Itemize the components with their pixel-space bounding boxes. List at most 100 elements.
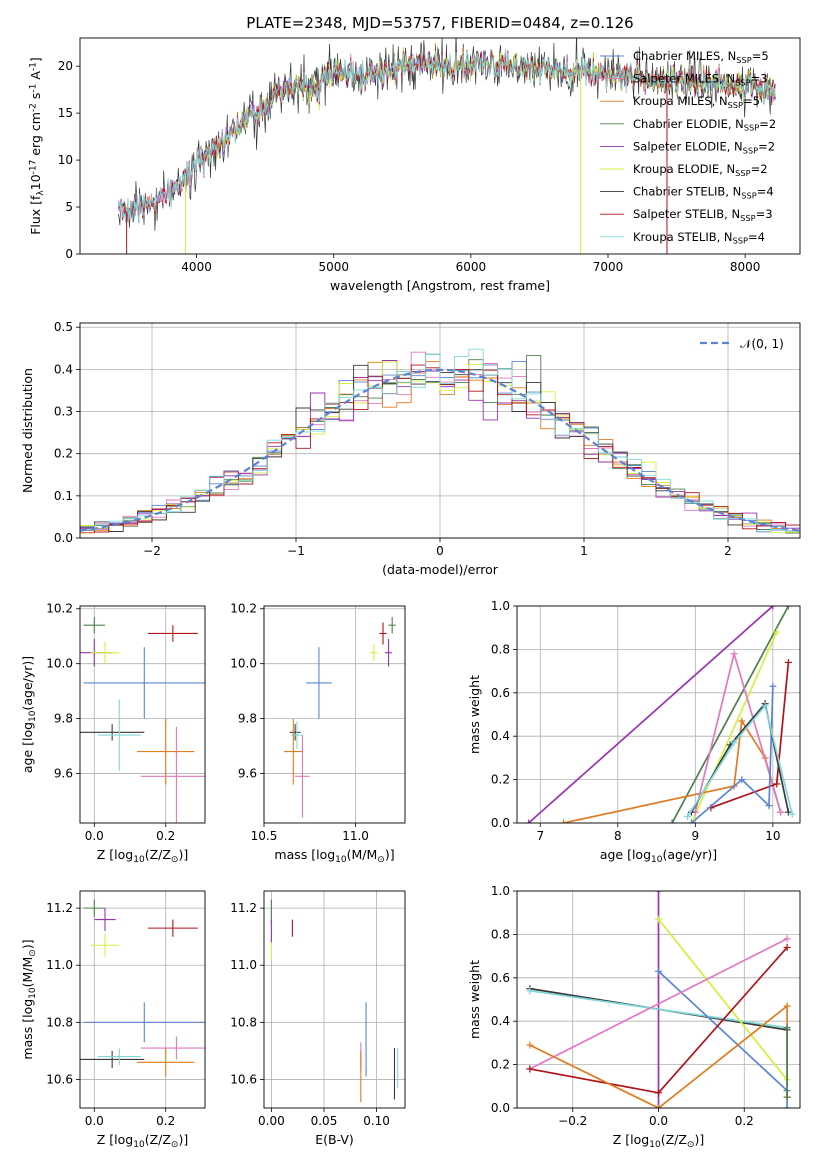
errorbar-point <box>147 625 198 642</box>
y-tick-label: 0.8 <box>491 642 510 656</box>
x-tick-label: 0.10 <box>363 1114 390 1128</box>
y-tick-label: 0 <box>65 247 73 261</box>
weight-line-chabrier_stelib <box>690 701 790 813</box>
x-tick-label: 9 <box>692 829 700 843</box>
x-tick-label: 8000 <box>730 260 761 274</box>
weight-line-salpeter_elodie <box>528 606 774 823</box>
errorbar-point <box>140 726 205 823</box>
residuals-plot-area <box>80 348 800 534</box>
y-tick-label: 9.6 <box>238 767 257 781</box>
y-tick-label: 0.8 <box>491 927 510 941</box>
x-tick-label: 0.05 <box>311 1114 338 1128</box>
legend-label: Kroupa STELIB, NSSP=4 <box>633 230 765 246</box>
weight-marker <box>525 819 533 823</box>
weight-line-kroupa_stelib <box>529 989 788 1029</box>
y-tick-label: 0.0 <box>491 1101 510 1115</box>
y-tick-label: 0.0 <box>491 816 510 830</box>
y-tick-label: 10.8 <box>46 1015 73 1029</box>
weight-line-chabrier_elodie <box>671 606 790 823</box>
y-tick-label: 10.0 <box>46 657 73 671</box>
errorbar-point <box>370 644 378 661</box>
x-tick-label: 8 <box>614 829 622 843</box>
weight-marker <box>769 606 777 610</box>
age_vs_mass-plot-area <box>284 616 396 818</box>
weight_vs_age-ylabel: mass weight <box>467 675 482 754</box>
y-tick-label: 15 <box>58 106 73 120</box>
x-tick-label: 0.00 <box>258 1114 285 1128</box>
x-tick-label: 0.0 <box>85 829 104 843</box>
age_vs_Z-xlabel: Z [log10(Z/Z⊙)] <box>97 847 188 865</box>
errorbar-point <box>83 1002 205 1043</box>
x-tick-label: 5000 <box>318 260 349 274</box>
weight-marker <box>684 812 692 820</box>
legend-label: Chabrier STELIB, NSSP=4 <box>633 185 774 201</box>
y-tick-label: 9.8 <box>54 712 73 726</box>
errorbar-point <box>137 1048 195 1077</box>
y-tick-label: 9.6 <box>54 767 73 781</box>
mass_vs_Z-xlabel: Z [log10(Z/Z⊙)] <box>97 1132 188 1150</box>
weight-marker <box>738 776 746 784</box>
errorbar-point <box>388 616 396 634</box>
mass_vs_ebv-plot-area <box>270 899 399 1103</box>
axes-frame <box>79 605 206 824</box>
weight-line-kroupa_elodie <box>657 918 788 1081</box>
legend-label: Salpeter ELODIE, NSSP=2 <box>633 139 775 155</box>
weight-marker <box>761 702 769 710</box>
y-tick-label: 20 <box>58 59 73 73</box>
y-tick-label: 10.0 <box>230 657 257 671</box>
x-tick-label: 0.0 <box>85 1114 104 1128</box>
errorbar-point <box>284 718 303 785</box>
y-tick-label: 0.1 <box>54 489 73 503</box>
errorbar-point <box>90 641 120 664</box>
y-tick-label: 0.4 <box>54 362 73 376</box>
mass_vs_ebv-axes: 0.00 0.05 0.10 10.6 10.8 11.0 11.2 <box>230 891 405 1128</box>
weight-marker <box>783 1024 791 1032</box>
x-tick-label: 4000 <box>181 260 212 274</box>
errorbar-point <box>83 899 105 917</box>
errorbar-point <box>83 647 205 719</box>
age_vs_Z-ylabel: age [log10(age/yr)] <box>20 656 38 773</box>
x-tick-label: 10 <box>765 829 780 843</box>
x-tick-label: 0 <box>436 544 444 558</box>
age_vs_Z-plot-area <box>80 616 205 823</box>
errorbar-point <box>384 638 393 667</box>
errorbar-point <box>97 1048 141 1066</box>
legend-label: Chabrier MILES, NSSP=5 <box>633 49 769 65</box>
x-tick-label: 0.2 <box>735 1114 754 1128</box>
weight-line-chabrier_miles <box>657 970 788 1108</box>
weight-line-kroupa_elodie <box>690 631 778 823</box>
weight-marker <box>730 739 738 747</box>
weight-line-salpeter_miles <box>529 937 788 1070</box>
weight-marker <box>655 1089 662 1097</box>
gaussian-curve <box>80 368 800 532</box>
errorbar-point <box>379 622 387 645</box>
mass_vs_ebv-xlabel: E(B-V) <box>315 1132 354 1147</box>
weight-marker <box>773 780 781 788</box>
mass_vs_Z-axes: 0.0 0.2 10.6 10.8 11.0 11.2 <box>46 891 205 1128</box>
residuals-xlabel: (data-model)/error <box>382 562 499 577</box>
spectrum-line-kroupa_stelib <box>118 48 776 223</box>
y-tick-label: 0.0 <box>54 531 73 545</box>
mass_vs_Z-ylabel: mass [log10(M/M⊙)] <box>20 939 38 1059</box>
weight-marker <box>655 967 662 975</box>
y-tick-label: 0.5 <box>54 320 73 334</box>
errorbar-point <box>80 724 145 741</box>
weight-marker <box>730 650 738 658</box>
y-tick-label: 0.2 <box>491 773 510 787</box>
x-tick-label: 2 <box>724 544 732 558</box>
weight-marker <box>668 819 676 823</box>
axes-frame <box>516 605 801 824</box>
weight-marker <box>784 658 792 666</box>
age_vs_mass-xlabel: mass [log10(M/M⊙)] <box>274 847 394 865</box>
y-tick-label: 0.3 <box>54 405 73 419</box>
spectrum-xlabel: wavelength [Angstrom, rest frame] <box>330 278 550 293</box>
y-tick-label: 1.0 <box>491 884 510 898</box>
y-tick-label: 10.2 <box>230 602 257 616</box>
errorbar-point <box>147 919 198 937</box>
legend-label: Kroupa ELODIE, NSSP=2 <box>633 162 768 178</box>
x-tick-label: −0.2 <box>558 1114 587 1128</box>
spectrum-ylabel: Flux [fλ10-17 erg cm-2 s-1 A-1] <box>28 57 46 235</box>
spectrum-legend: Chabrier MILES, NSSP=5 Salpeter MILES, NS… <box>600 49 776 246</box>
weight-marker <box>777 808 785 816</box>
errorbar-point <box>97 699 141 771</box>
